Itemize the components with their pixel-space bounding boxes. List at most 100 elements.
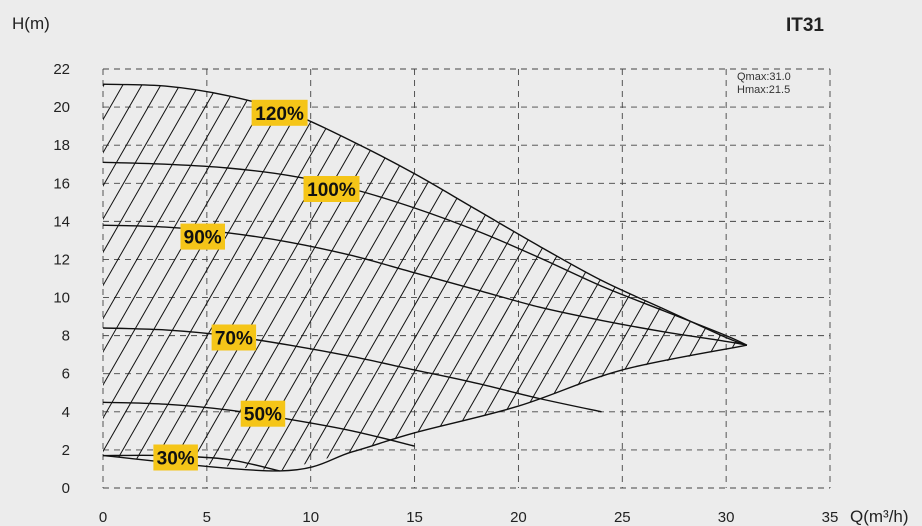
hatch-line: [575, 84, 747, 471]
ticks: 0 5 10 15 20 25 30 35 0 2 4 6 8 10 12 14 16 18 20 22: [53, 61, 838, 526]
hatch-line: [103, 84, 285, 471]
hatch-line: [176, 84, 418, 471]
hatch-line: [766, 69, 922, 488]
curve-label-bg: [180, 223, 225, 250]
curve-label-bg: [153, 444, 198, 471]
series-line: [102, 327, 602, 413]
hatch-line: [708, 84, 747, 471]
x-tick-label: 0: [99, 509, 107, 526]
qmax-note: Qmax:31.0: [737, 71, 791, 83]
hatch-line: [0, 69, 56, 488]
curve-label-bg: [251, 99, 308, 126]
hatch-line: [442, 84, 684, 471]
hatch-line: [480, 84, 722, 471]
hatch-line: [632, 84, 747, 471]
hatch-line: [366, 84, 608, 471]
hatch-line: [727, 84, 747, 471]
hatch-line: [195, 84, 437, 471]
hatch-line: [103, 84, 152, 471]
envelope-line: [102, 344, 748, 472]
grid: [102, 68, 831, 489]
hatch-line: [103, 84, 171, 471]
hmax-note: Hmax:21.5: [737, 84, 790, 96]
hatch-line: [103, 84, 323, 471]
hatch-line: [0, 69, 75, 488]
hatch-line: [309, 84, 551, 471]
curve-label: 120%: [255, 104, 304, 125]
hatch-line: [103, 84, 209, 471]
hatch-line: [842, 69, 922, 488]
hatch-line: [138, 84, 380, 471]
hatch-line: [103, 84, 342, 471]
hatch-line: [423, 84, 665, 471]
y-tick-label: 8: [62, 328, 70, 345]
x-tick-label: 10: [302, 509, 319, 526]
hatch-line: [0, 69, 37, 488]
hatch-line: [670, 84, 747, 471]
curve-label: 30%: [157, 449, 195, 470]
hatch-line: [689, 84, 747, 471]
hatch-line: [103, 84, 247, 471]
curve-label: 100%: [307, 180, 356, 201]
hatch-line: [103, 84, 304, 471]
hatch-line: [785, 69, 922, 488]
curve-label-bg: [303, 176, 360, 202]
hatch-line: [252, 84, 494, 471]
x-tick-label: 25: [614, 509, 631, 526]
y-tick-label: 12: [53, 251, 70, 268]
hatch-line: [499, 84, 741, 471]
y-tick-label: 6: [62, 366, 70, 383]
hatch-line: [651, 84, 747, 471]
hatch-line: [103, 84, 133, 471]
hatch-line: [271, 84, 513, 471]
curve-labels: 120% 100% 90% 70% 50% 30%: [153, 99, 360, 471]
hatch-line: [103, 84, 266, 471]
y-tick-label: 2: [62, 442, 70, 459]
hatch-line: [823, 69, 922, 488]
hatch-line: [0, 69, 18, 488]
chart-title: IT31: [786, 15, 824, 36]
hatch-line: [103, 84, 190, 471]
curve-label: 50%: [244, 405, 282, 426]
x-tick-label: 15: [406, 509, 423, 526]
y-tick-label: 16: [53, 175, 70, 192]
x-tick-label: 30: [718, 509, 735, 526]
hatch-line: [613, 84, 747, 471]
curve-label: 90%: [184, 228, 222, 249]
series-line: [102, 83, 748, 346]
hatch-region: [0, 69, 922, 488]
y-tick-label: 14: [53, 213, 70, 230]
hatch-line: [347, 84, 589, 471]
hatch-line: [461, 84, 703, 471]
hatch-line: [404, 84, 646, 471]
hatch-line: [328, 84, 570, 471]
hatch-line: [119, 84, 361, 471]
hatch-line: [518, 84, 747, 471]
y-tick-label: 4: [62, 404, 70, 421]
y-tick-label: 18: [53, 137, 70, 154]
y-tick-label: 22: [53, 61, 70, 78]
hatch-line: [385, 84, 627, 471]
x-tick-label: 20: [510, 509, 527, 526]
curve-label-bg: [211, 324, 257, 351]
hatch-line: [746, 84, 747, 471]
y-tick-label: 0: [62, 480, 70, 497]
series-line: [102, 161, 748, 346]
hatch-line: [804, 69, 922, 488]
hatch-line: [556, 84, 747, 471]
x-tick-label: 35: [822, 509, 839, 526]
hatch-line: [290, 84, 532, 471]
x-tick-label: 5: [203, 509, 211, 526]
curve-label-bg: [240, 400, 286, 427]
y-tick-label: 10: [53, 290, 70, 307]
hatch-line: [103, 84, 114, 471]
hatch-line: [0, 69, 94, 488]
hatch-line: [537, 84, 747, 471]
x-axis-label: Q(m³/h): [850, 507, 909, 526]
hatch-line: [103, 84, 228, 471]
y-tick-label: 20: [53, 99, 70, 116]
curve-label: 70%: [215, 329, 253, 350]
series-line: [102, 224, 748, 346]
curves: [102, 83, 748, 472]
